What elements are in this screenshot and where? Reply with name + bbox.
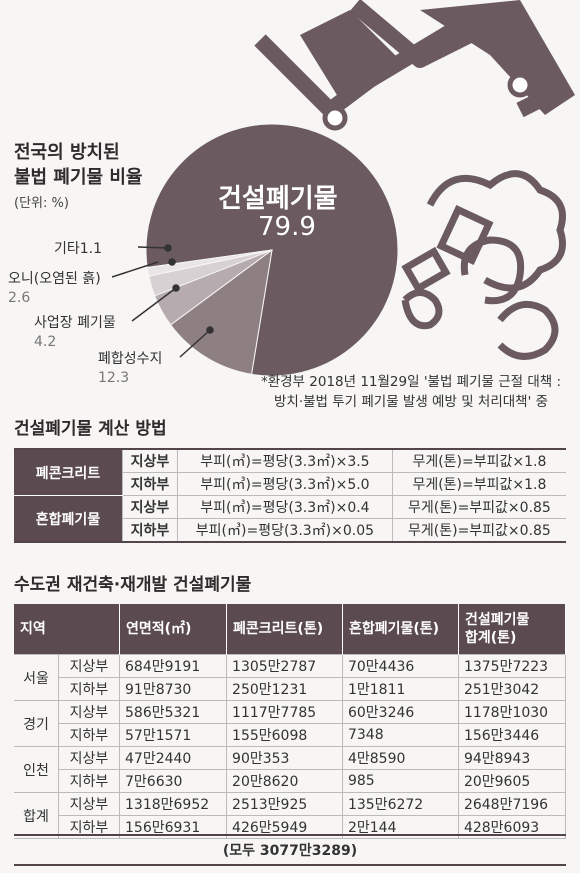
metro-area: 57만1571 bbox=[118, 723, 228, 747]
metro-header: 건설폐기물 합계(톤) bbox=[458, 604, 567, 655]
slice-label-plastic: 폐합성수지 bbox=[98, 351, 163, 367]
metro-sub: 지하부 bbox=[58, 677, 120, 701]
metro-mixed: 7348 bbox=[341, 723, 459, 747]
calc-sub: 지하부 bbox=[122, 472, 178, 496]
chart-title-line1: 전국의 방치된 bbox=[14, 142, 120, 163]
metro-concrete: 250만1231 bbox=[226, 677, 343, 701]
metro-concrete: 1305만2787 bbox=[226, 654, 343, 678]
metro-row: 지하부 57만1571 155만6098 7348 156만3446 bbox=[14, 723, 567, 747]
metro-total: (모두 3077만3289) bbox=[14, 834, 566, 866]
calc-volume: 부피(㎥)=평당(3.3㎡)×3.5 bbox=[177, 449, 393, 473]
metro-concrete: 155만6098 bbox=[226, 723, 343, 747]
calc-category: 혼합폐기물 bbox=[14, 495, 123, 543]
slice-value-plastic: 12.3 bbox=[98, 370, 130, 386]
metro-mixed: 70만4436 bbox=[341, 654, 459, 678]
metro-header: 혼합폐기물(톤) bbox=[342, 604, 459, 655]
slice-label-business: 사업장 폐기물 bbox=[34, 315, 116, 331]
metro-sub: 지상부 bbox=[58, 792, 120, 816]
metro-mixed: 985 bbox=[341, 769, 459, 793]
calc-volume: 부피(㎥)=평당(3.3㎡)×5.0 bbox=[177, 472, 393, 496]
metro-region: 서울 bbox=[14, 654, 59, 701]
calc-row: 혼합폐기물 지상부 부피(㎥)=평당(3.3㎡)×0.4 무게(톤)=부피값×0.85 bbox=[14, 495, 566, 543]
metro-sub: 지상부 bbox=[58, 654, 120, 678]
calc-row: 지하부 부피(㎥)=평당(3.3㎡)×0.05 무게(톤)=부피값×0.85 bbox=[14, 518, 566, 543]
calc-row: 지하부 부피(㎥)=평당(3.3㎡)×5.0 무게(톤)=부피값×1.8 bbox=[14, 472, 566, 496]
metro-sub: 지하부 bbox=[58, 723, 120, 747]
metro-area: 1318만6952 bbox=[118, 792, 228, 816]
pie-slice-4 bbox=[146, 249, 273, 277]
chart-title: 전국의 방치된 불법 폐기물 비율 bbox=[14, 140, 142, 190]
metro-table: 지역 연면적(㎡) 폐콘크리트(톤) 혼합폐기물(톤) 건설폐기물 합계(톤) 서울 지상… bbox=[14, 604, 567, 839]
metro-total: 20만9605 bbox=[457, 769, 567, 793]
source-line1: *환경부 2018년 11월29일 '불법 폐기물 근절 대책 : bbox=[260, 374, 562, 390]
metro-row: 서울 지상부 684만9191 1305만2787 70만4436 1375만7223 bbox=[14, 654, 567, 701]
metro-area: 91만8730 bbox=[118, 677, 228, 701]
metro-header: 연면적(㎡) bbox=[119, 604, 228, 655]
metro-region: 경기 bbox=[14, 700, 59, 747]
calc-volume: 부피(㎥)=평당(3.3㎡)×0.05 bbox=[177, 518, 393, 543]
metro-total: 94만8943 bbox=[457, 746, 567, 770]
calc-volume: 부피(㎥)=평당(3.3㎡)×0.4 bbox=[177, 495, 393, 519]
chart-title-line2: 불법 폐기물 비율 bbox=[14, 167, 143, 188]
metro-mixed: 1만1811 bbox=[341, 677, 459, 701]
metro-concrete: 90만353 bbox=[226, 746, 343, 770]
metro-row: 경기 지상부 586만5321 1117만7785 60만3246 1178만1030 bbox=[14, 700, 567, 747]
metro-total: 156만3446 bbox=[457, 723, 567, 747]
calc-table: 폐콘크리트 지상부 부피(㎥)=평당(3.3㎡)×3.5 무게(톤)=부피값×1.8 지… bbox=[14, 448, 566, 543]
calc-category: 폐콘크리트 bbox=[14, 449, 123, 496]
slice-value-sludge: 2.6 bbox=[8, 290, 31, 306]
metro-total: 2648만7196 bbox=[457, 792, 567, 816]
calc-sub: 지상부 bbox=[122, 449, 178, 473]
metro-row: 합계 지상부 1318만6952 2513만925 135만6272 2648만7196 bbox=[14, 792, 567, 839]
metro-region: 인천 bbox=[14, 746, 59, 793]
slice-value-construction: 79.9 bbox=[258, 212, 316, 242]
metro-concrete: 20만8620 bbox=[226, 769, 343, 793]
calc-section-title: 건설폐기물 계산 방법 bbox=[14, 419, 167, 439]
metro-concrete: 1117만7785 bbox=[226, 700, 343, 724]
metro-total: 251만3042 bbox=[457, 677, 567, 701]
calc-weight: 무게(톤)=부피값×1.8 bbox=[391, 472, 566, 496]
metro-sub: 지상부 bbox=[58, 700, 120, 724]
source-line2: 방치·불법 투기 폐기물 발생 예방 및 처리대책' 중 bbox=[273, 394, 549, 410]
metro-area: 684만9191 bbox=[118, 654, 228, 678]
calc-weight: 무게(톤)=부피값×0.85 bbox=[391, 518, 566, 543]
slice-label-construction: 건설폐기물 bbox=[218, 184, 338, 214]
unit-note: (단위: %) bbox=[14, 196, 69, 211]
metro-mixed: 4만8590 bbox=[341, 746, 459, 770]
metro-region: 합계 bbox=[14, 792, 59, 839]
leader-lines bbox=[111, 244, 214, 358]
metro-concrete: 2513만925 bbox=[226, 792, 343, 816]
metro-row: 인천 지상부 47만2440 90만353 4만8590 94만8943 bbox=[14, 746, 567, 793]
metro-total: 1178만1030 bbox=[457, 700, 567, 724]
excavator-illustration bbox=[254, 0, 575, 360]
metro-total: 1375만7223 bbox=[457, 654, 567, 678]
metro-mixed: 60만3246 bbox=[341, 700, 459, 724]
metro-sub: 지상부 bbox=[58, 746, 120, 770]
slice-label-sludge: 오니(오염된 흙) bbox=[8, 271, 101, 287]
metro-header: 지역 bbox=[14, 604, 120, 655]
metro-row: 지하부 7만6630 20만8620 985 20만9605 bbox=[14, 769, 567, 793]
calc-sub: 지상부 bbox=[122, 495, 178, 519]
slice-value-business: 4.2 bbox=[34, 334, 57, 350]
calc-sub: 지하부 bbox=[122, 518, 178, 543]
metro-area: 7만6630 bbox=[118, 769, 228, 793]
calc-weight: 무게(톤)=부피값×0.85 bbox=[391, 495, 566, 519]
metro-area: 47만2440 bbox=[118, 746, 228, 770]
metro-section-title: 수도권 재건축·재개발 건설폐기물 bbox=[14, 575, 252, 595]
metro-header: 폐콘크리트(톤) bbox=[226, 604, 343, 655]
calc-row: 폐콘크리트 지상부 부피(㎥)=평당(3.3㎡)×3.5 무게(톤)=부피값×1.8 bbox=[14, 449, 566, 496]
slice-label-etc: 기타1.1 bbox=[54, 241, 103, 257]
metro-sub: 지하부 bbox=[58, 769, 120, 793]
metro-mixed: 135만6272 bbox=[341, 792, 459, 816]
calc-weight: 무게(톤)=부피값×1.8 bbox=[391, 449, 566, 473]
metro-area: 586만5321 bbox=[118, 700, 228, 724]
source-note: *환경부 2018년 11월29일 '불법 폐기물 근절 대책 : 방치·불법 … bbox=[246, 372, 576, 412]
metro-row: 지하부 91만8730 250만1231 1만1811 251만3042 bbox=[14, 677, 567, 701]
